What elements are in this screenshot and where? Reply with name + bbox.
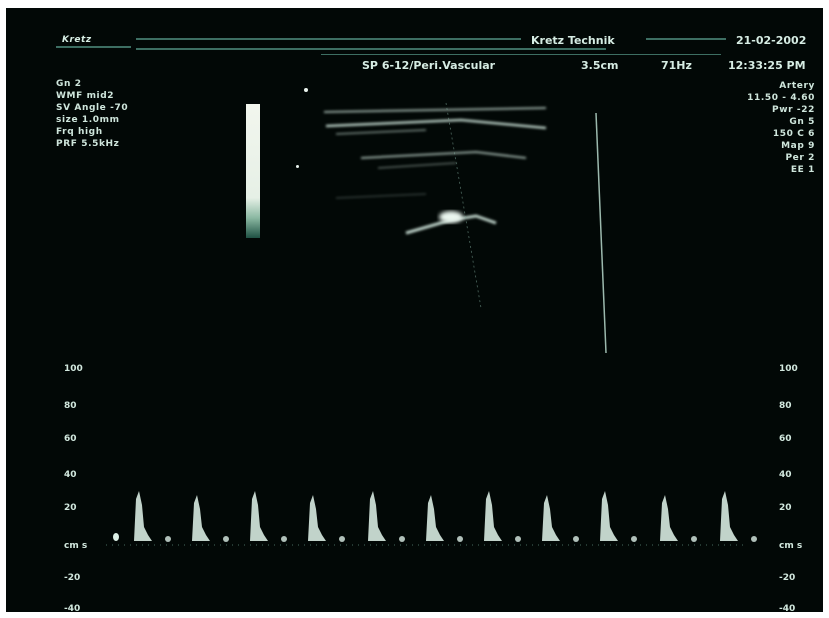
axis-left-100: 100 xyxy=(64,364,83,374)
bright-echo xyxy=(439,211,463,223)
header-line xyxy=(646,38,726,40)
systolic-peak xyxy=(660,495,678,541)
param-gain-right: Gn 5 xyxy=(789,117,815,127)
header-line xyxy=(136,38,521,40)
grayscale-bar xyxy=(246,104,260,238)
ultrasound-image xyxy=(106,102,757,546)
right-parameter-list: Artery 11.50 - 4.60 Pwr -22 Gn 5 150 C 6… xyxy=(747,80,815,176)
diastolic-signal xyxy=(631,536,637,542)
systolic-peak xyxy=(192,495,210,541)
header-line xyxy=(56,46,131,48)
param-power: Pwr -22 xyxy=(772,105,815,115)
diastolic-signal xyxy=(113,533,119,541)
param-wall-filter: WMF mid2 xyxy=(56,91,115,101)
systolic-peak xyxy=(720,491,738,541)
systolic-peak xyxy=(368,491,386,541)
diastolic-signal xyxy=(281,536,287,542)
systolic-peak xyxy=(426,495,444,541)
ultrasound-screen: Kretz Kretz Technik 21-02-2002 SP 6-12/P… xyxy=(6,8,823,612)
manufacturer-label: Kretz Technik xyxy=(531,34,615,47)
doppler-waveform xyxy=(113,491,757,542)
axis-left-40: 40 xyxy=(64,470,77,480)
focus-marker xyxy=(304,88,308,92)
diastolic-signal xyxy=(165,536,171,542)
exam-date: 21-02-2002 xyxy=(736,34,807,47)
depth-value: 3.5cm xyxy=(581,59,619,72)
param-sample-size: size 1.0mm xyxy=(56,115,120,125)
param-prf: PRF 5.5kHz xyxy=(56,139,120,149)
axis-right-20: 20 xyxy=(779,503,792,513)
param-persistence: Per 2 xyxy=(785,153,815,163)
axis-right-neg40: -40 xyxy=(779,604,796,612)
axis-right-40: 40 xyxy=(779,470,792,480)
diastolic-signal xyxy=(691,536,697,542)
left-parameter-list: Gn 2 WMF mid2 SV Angle -70 size 1.0mm Fr… xyxy=(56,78,128,150)
param-frequency: Frq high xyxy=(56,127,103,137)
param-edge-enhance: EE 1 xyxy=(790,165,815,175)
depth-marker xyxy=(296,165,299,168)
param-gain: Gn 2 xyxy=(56,79,82,89)
diastolic-signal xyxy=(339,536,345,542)
param-sv-angle: SV Angle -70 xyxy=(56,103,129,113)
exam-time: 12:33:25 PM xyxy=(728,59,806,72)
diastolic-signal xyxy=(751,536,757,542)
axis-left-unit: cm s xyxy=(64,541,88,551)
diastolic-signal xyxy=(515,536,521,542)
header-line xyxy=(321,54,721,55)
axis-left-80: 80 xyxy=(64,401,77,411)
doppler-cursor-line xyxy=(595,112,607,354)
axis-right-unit: cm s xyxy=(779,541,803,551)
systolic-peak xyxy=(134,491,152,541)
axis-left-neg40: -40 xyxy=(64,604,81,612)
axis-right-neg20: -20 xyxy=(779,573,796,583)
diastolic-signal xyxy=(399,536,405,542)
param-map: Map 9 xyxy=(781,141,815,151)
probe-preset: SP 6-12/Peri.Vascular xyxy=(362,59,496,72)
vessel-echo xyxy=(323,107,547,235)
systolic-peak xyxy=(308,495,326,541)
axis-right-60: 60 xyxy=(779,434,792,444)
brand-logo: Kretz xyxy=(62,35,92,45)
systolic-peak xyxy=(484,491,502,541)
axis-left-20: 20 xyxy=(64,503,77,513)
param-compression: 150 C 6 xyxy=(772,129,815,139)
header-line xyxy=(136,48,606,50)
axis-right-100: 100 xyxy=(779,364,798,374)
sample-volume-line xyxy=(445,102,482,309)
systolic-peak xyxy=(542,495,560,541)
diastolic-signal xyxy=(457,536,463,542)
frame-rate: 71Hz xyxy=(661,59,692,72)
systolic-peak xyxy=(600,491,618,541)
param-preset: Artery xyxy=(779,81,815,91)
systolic-peak xyxy=(250,491,268,541)
axis-left-60: 60 xyxy=(64,434,77,444)
axis-right-80: 80 xyxy=(779,401,792,411)
diastolic-signal xyxy=(573,536,579,542)
param-frequency-range: 11.50 - 4.60 xyxy=(747,93,815,103)
diastolic-signal xyxy=(223,536,229,542)
axis-left-neg20: -20 xyxy=(64,573,81,583)
